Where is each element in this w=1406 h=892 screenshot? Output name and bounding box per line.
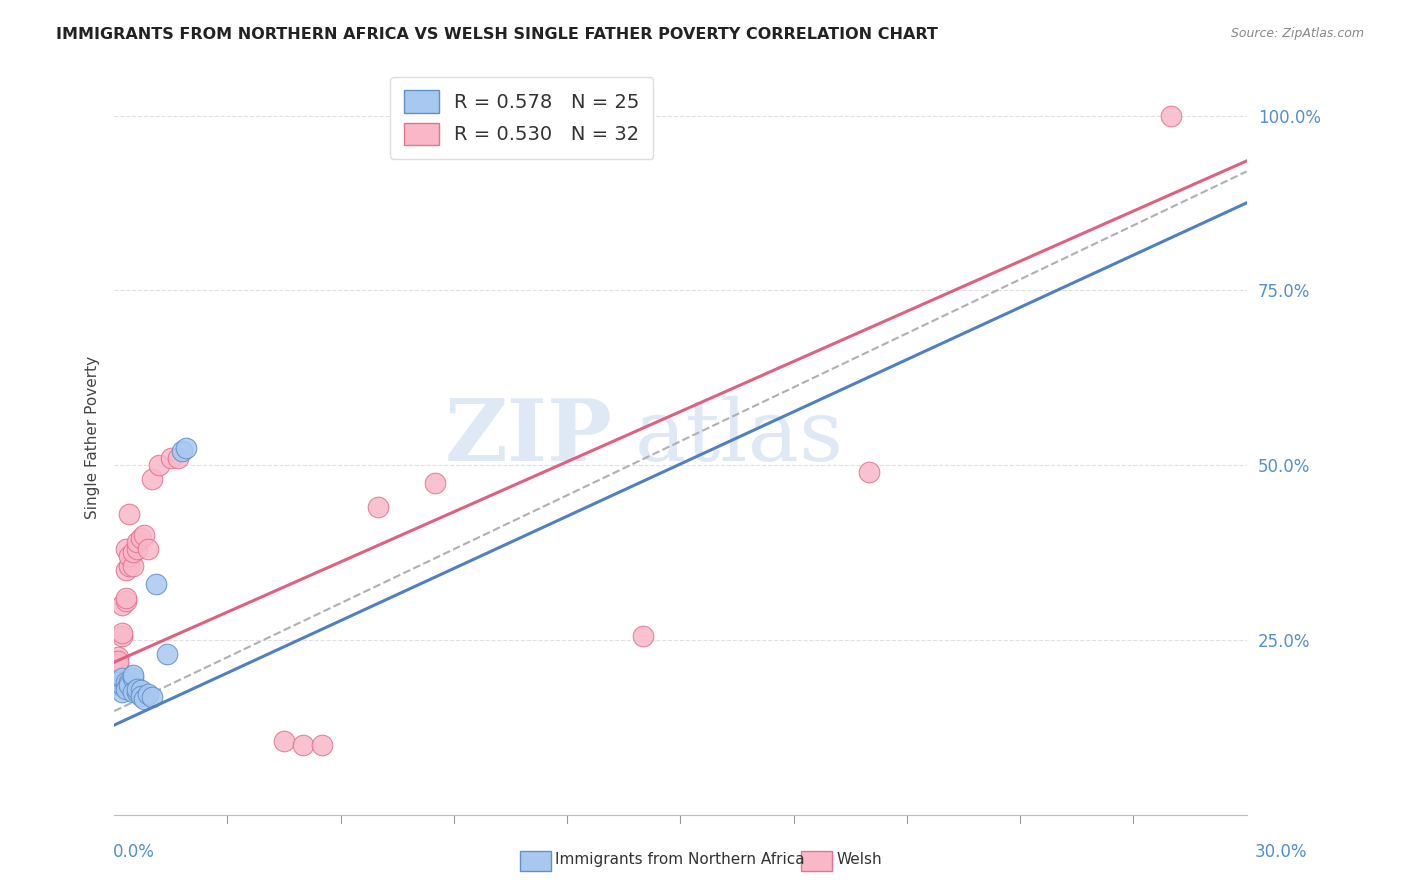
Point	[172, 444, 194, 458]
Point	[111, 598, 134, 612]
Point	[118, 678, 141, 692]
Point	[145, 577, 167, 591]
Text: 30.0%: 30.0%	[1256, 843, 1308, 861]
Point	[118, 549, 141, 563]
Point	[1160, 109, 1182, 123]
Point	[114, 541, 136, 556]
Point	[136, 687, 159, 701]
Point	[114, 591, 136, 605]
Point	[111, 685, 134, 699]
Point	[107, 657, 129, 672]
Point	[114, 678, 136, 692]
Point	[122, 545, 145, 559]
Point	[114, 563, 136, 577]
Point	[107, 674, 129, 689]
Point	[134, 692, 156, 706]
Point	[858, 465, 880, 479]
Point	[156, 647, 179, 661]
Point	[125, 535, 148, 549]
Point	[125, 685, 148, 699]
Point	[273, 734, 295, 748]
Point	[114, 681, 136, 696]
Text: Source: ZipAtlas.com: Source: ZipAtlas.com	[1230, 27, 1364, 40]
Point	[107, 650, 129, 665]
Point	[122, 667, 145, 681]
Point	[125, 681, 148, 696]
Point	[291, 738, 314, 752]
Point	[134, 528, 156, 542]
Text: Welsh: Welsh	[837, 853, 882, 867]
Point	[443, 109, 465, 123]
Point	[107, 678, 129, 692]
Point	[159, 451, 181, 466]
Point	[423, 475, 446, 490]
Point	[118, 559, 141, 574]
Point	[111, 678, 134, 692]
Point	[141, 690, 163, 705]
Text: Immigrants from Northern Africa: Immigrants from Northern Africa	[555, 853, 806, 867]
Point	[141, 472, 163, 486]
Y-axis label: Single Father Poverty: Single Father Poverty	[86, 356, 100, 518]
Point	[631, 629, 654, 643]
Point	[122, 559, 145, 574]
Text: ZIP: ZIP	[444, 395, 613, 479]
Point	[118, 507, 141, 521]
Point	[114, 674, 136, 689]
Legend: R = 0.578   N = 25, R = 0.530   N = 32: R = 0.578 N = 25, R = 0.530 N = 32	[391, 77, 654, 159]
Point	[111, 629, 134, 643]
Point	[122, 671, 145, 685]
Point	[122, 685, 145, 699]
Text: atlas: atlas	[636, 395, 844, 479]
Text: 0.0%: 0.0%	[112, 843, 155, 861]
Text: IMMIGRANTS FROM NORTHERN AFRICA VS WELSH SINGLE FATHER POVERTY CORRELATION CHART: IMMIGRANTS FROM NORTHERN AFRICA VS WELSH…	[56, 27, 938, 42]
Point	[148, 458, 170, 472]
Point	[167, 451, 190, 466]
Point	[129, 532, 152, 546]
Point	[174, 441, 197, 455]
Point	[367, 500, 389, 514]
Point	[118, 674, 141, 689]
Point	[114, 594, 136, 608]
Point	[129, 683, 152, 698]
Point	[136, 541, 159, 556]
Point	[111, 671, 134, 685]
Point	[107, 654, 129, 668]
Point	[125, 541, 148, 556]
Point	[129, 689, 152, 703]
Point	[311, 738, 333, 752]
Point	[111, 625, 134, 640]
